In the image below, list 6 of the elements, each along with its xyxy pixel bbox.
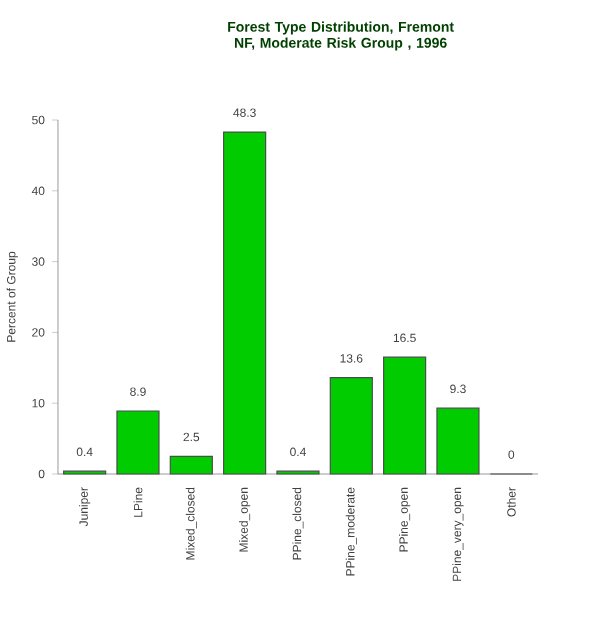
bar <box>116 410 160 475</box>
bar <box>222 131 266 475</box>
bar <box>329 377 373 475</box>
bar <box>169 455 213 475</box>
bar <box>382 356 426 475</box>
bar <box>436 407 480 475</box>
